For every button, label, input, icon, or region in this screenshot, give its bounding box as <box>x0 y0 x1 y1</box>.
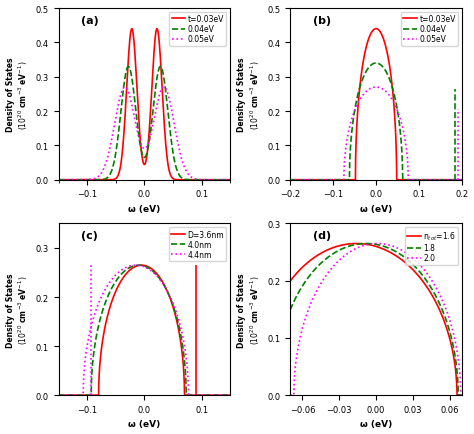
Y-axis label: Density of States
$(10^{20}$ cm$^{-3}$ eV$^{-1})$: Density of States $(10^{20}$ cm$^{-3}$ e… <box>237 273 262 347</box>
Text: (d): (d) <box>312 231 331 241</box>
Y-axis label: Density of States
$(10^{20}$ cm$^{-3}$ eV$^{-1})$: Density of States $(10^{20}$ cm$^{-3}$ e… <box>6 273 30 347</box>
X-axis label: ω (eV): ω (eV) <box>360 420 392 428</box>
Text: (a): (a) <box>81 16 99 26</box>
Y-axis label: Density of States
$(10^{20}$ cm$^{-3}$ eV$^{-1})$: Density of States $(10^{20}$ cm$^{-3}$ e… <box>237 58 262 132</box>
Text: (b): (b) <box>312 16 331 26</box>
X-axis label: ω (eV): ω (eV) <box>360 204 392 214</box>
Text: (c): (c) <box>81 231 98 241</box>
X-axis label: ω (eV): ω (eV) <box>128 204 161 214</box>
Y-axis label: Density of States
$(10^{20}$ cm$^{-3}$ eV$^{-1})$: Density of States $(10^{20}$ cm$^{-3}$ e… <box>6 58 30 132</box>
Legend: t=0.03eV, 0.04eV, 0.05eV: t=0.03eV, 0.04eV, 0.05eV <box>401 13 458 46</box>
X-axis label: ω (eV): ω (eV) <box>128 420 161 428</box>
Legend: n$_{tot}$=1.6, 1.8, 2.0: n$_{tot}$=1.6, 1.8, 2.0 <box>405 228 458 265</box>
Legend: t=0.03eV, 0.04eV, 0.05eV: t=0.03eV, 0.04eV, 0.05eV <box>169 13 227 46</box>
Legend: D=3.6nm, 4.0nm, 4.4nm: D=3.6nm, 4.0nm, 4.4nm <box>169 228 227 262</box>
